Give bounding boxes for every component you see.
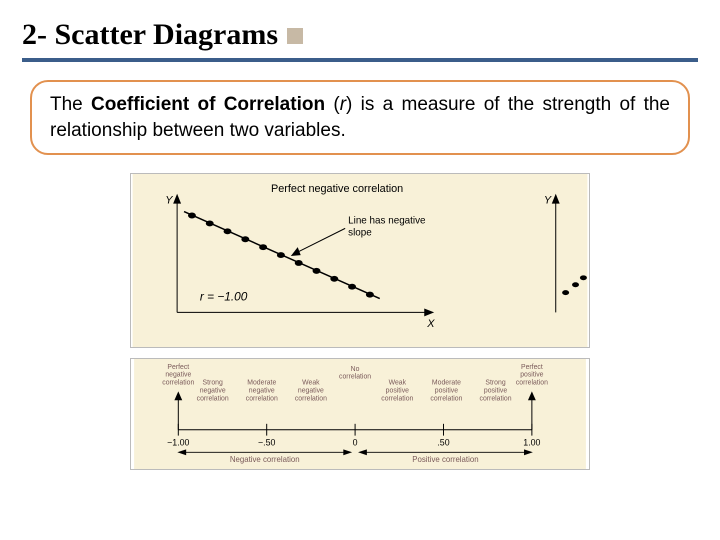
category-label: correlation — [480, 396, 512, 403]
chart-title: Perfect negative correlation — [271, 183, 403, 195]
right-end-l2: positive — [520, 372, 543, 379]
neg-range-label: Negative correlation — [230, 455, 300, 464]
category-label: positive — [484, 388, 507, 395]
category-label: correlation — [197, 396, 229, 403]
callout-bold: Coefficient of Correlation — [91, 94, 325, 115]
title-block: 2- Scatter Diagrams — [22, 18, 698, 62]
pos-range-label: Positive correlation — [412, 455, 478, 464]
partial-point — [580, 276, 587, 281]
tick-label: 0 — [353, 438, 358, 448]
scatter-svg: Perfect negative correlation Line has ne… — [131, 174, 589, 347]
category-label: Moderate — [247, 380, 276, 387]
right-end-l3: correlation — [516, 380, 548, 387]
callout-text-pre: The — [50, 94, 91, 115]
category-label: Weak — [389, 380, 407, 387]
category-label: correlation — [246, 396, 278, 403]
left-end-l2: negative — [165, 372, 191, 379]
category-label: correlation — [430, 396, 462, 403]
accent-square-icon — [287, 28, 303, 44]
category-label: Moderate — [432, 380, 461, 387]
slope-label-1: Line has negative — [348, 216, 426, 227]
tick-label: 1.00 — [523, 438, 540, 448]
tick-label: −1.00 — [167, 438, 189, 448]
chart-background — [133, 174, 588, 347]
tick-label: −.50 — [258, 438, 276, 448]
data-point — [366, 292, 374, 298]
category-label: positive — [435, 388, 458, 395]
page-title: 2- Scatter Diagrams — [22, 18, 278, 51]
scale-svg: −1.00−.500.501.00 Strongnegativecorrelat… — [131, 359, 589, 469]
left-end-l3: correlation — [162, 380, 194, 387]
category-label: positive — [386, 388, 409, 395]
mid-l2: correlation — [339, 374, 371, 381]
data-point — [188, 213, 196, 219]
data-point — [206, 221, 214, 227]
category-label: Strong — [485, 380, 505, 387]
r-value-label: r = −1.00 — [200, 290, 248, 304]
category-label: Strong — [203, 380, 223, 387]
y-axis-2-label: Y — [544, 195, 552, 207]
scatter-chart: Perfect negative correlation Line has ne… — [130, 173, 590, 348]
data-point — [330, 276, 338, 282]
figure-area: Perfect negative correlation Line has ne… — [130, 173, 590, 470]
slope-label-2: slope — [348, 228, 372, 239]
data-point — [295, 260, 303, 266]
category-label: Weak — [302, 380, 320, 387]
data-point — [313, 268, 321, 274]
partial-point — [562, 290, 569, 295]
callout-text-mid: ( — [325, 94, 340, 115]
definition-callout: The Coefficient of Correlation (r) is a … — [30, 80, 690, 155]
x-axis-label: X — [426, 319, 435, 331]
category-label: negative — [298, 388, 324, 395]
slide: 2- Scatter Diagrams The Coefficient of C… — [0, 0, 720, 540]
category-label: correlation — [381, 396, 413, 403]
left-end-l1: Perfect — [167, 364, 189, 371]
y-axis-label: Y — [165, 195, 173, 207]
category-label: correlation — [295, 396, 327, 403]
data-point — [259, 244, 267, 250]
data-point — [348, 284, 356, 290]
mid-l1: No — [351, 366, 360, 373]
right-end-l1: Perfect — [521, 364, 543, 371]
category-label: negative — [200, 388, 226, 395]
correlation-scale: −1.00−.500.501.00 Strongnegativecorrelat… — [130, 358, 590, 470]
category-label: negative — [249, 388, 275, 395]
data-point — [277, 252, 285, 258]
data-point — [224, 229, 232, 235]
tick-label: .50 — [437, 438, 449, 448]
partial-point — [572, 283, 579, 288]
data-point — [241, 237, 249, 243]
